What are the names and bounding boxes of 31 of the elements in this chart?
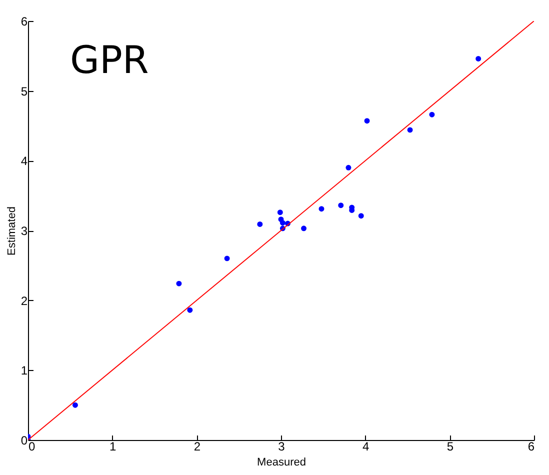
text: GPR bbox=[70, 38, 149, 82]
point bbox=[277, 210, 283, 216]
point bbox=[358, 213, 364, 219]
point bbox=[318, 206, 324, 212]
point bbox=[346, 164, 352, 170]
point bbox=[72, 402, 78, 408]
point bbox=[476, 56, 482, 62]
y-tick-label: 5 bbox=[20, 84, 28, 98]
x-tick-label: 4 bbox=[362, 440, 370, 454]
x-tick-label: 2 bbox=[194, 440, 201, 454]
y-tick-label: 2 bbox=[20, 294, 28, 308]
y-tick-label: 6 bbox=[20, 14, 28, 28]
x-tick-label: 1 bbox=[109, 440, 116, 454]
x-tick-label: 5 bbox=[446, 440, 454, 454]
x-tick-label: 6 bbox=[528, 440, 535, 454]
y-tick-label: 3 bbox=[20, 224, 28, 238]
point bbox=[338, 202, 344, 208]
point bbox=[187, 307, 193, 313]
x-axis-title: Measured bbox=[257, 456, 306, 468]
point bbox=[257, 221, 263, 227]
point bbox=[364, 118, 370, 124]
x-tick-label: 3 bbox=[278, 440, 286, 454]
y-tick-label: 1 bbox=[20, 364, 28, 378]
y-tick-label: 4 bbox=[20, 154, 28, 168]
point bbox=[176, 280, 182, 286]
point bbox=[301, 226, 307, 232]
point bbox=[429, 112, 435, 118]
point bbox=[280, 220, 286, 226]
y-axis-title: Estimated bbox=[6, 206, 18, 256]
point bbox=[407, 127, 413, 133]
point bbox=[224, 256, 230, 262]
